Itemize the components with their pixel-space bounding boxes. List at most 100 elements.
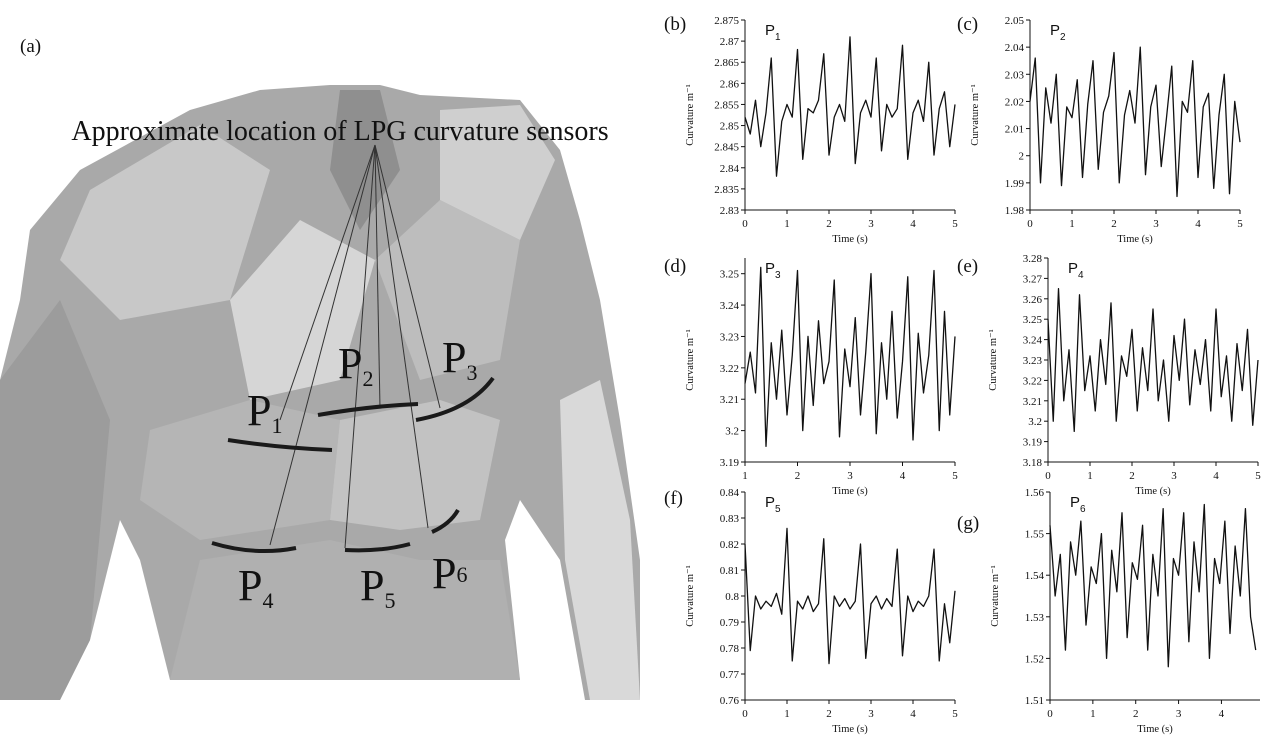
chart-title: P1	[765, 22, 781, 43]
title-sub: 5	[775, 504, 781, 515]
sensor-labels: P1 P2 P3 P4 P5 P6	[238, 333, 477, 613]
title-letter: P	[765, 260, 775, 277]
y-axis-label: Curvature m⁻¹	[685, 329, 696, 390]
x-axis-label: Time (s)	[1117, 234, 1153, 245]
y-tick-label: 2.835	[714, 184, 739, 196]
x-tick-label: 4	[910, 218, 916, 230]
y-tick-label: 0.81	[720, 565, 739, 577]
x-axis-label: Time (s)	[1135, 486, 1171, 497]
y-tick-label: 1.56	[1025, 487, 1045, 499]
x-axis-label: Time (s)	[832, 724, 868, 735]
y-tick-label: 2.03	[1005, 69, 1025, 81]
data-line	[744, 36, 956, 177]
sensor-letter: P	[432, 549, 456, 598]
leader-line	[374, 144, 429, 529]
panel-label: (b)	[664, 14, 686, 35]
y-tick-label: 2.05	[1005, 15, 1025, 27]
leader-line	[374, 144, 441, 409]
y-tick-label: 2.83	[720, 205, 740, 217]
x-tick-label: 4	[1195, 218, 1201, 230]
x-tick-label: 1	[784, 708, 790, 720]
y-tick-label: 1.52	[1025, 653, 1044, 665]
x-tick-label: 0	[742, 708, 748, 720]
x-tick-label: 4	[910, 708, 916, 720]
y-tick-label: 0.76	[720, 695, 740, 707]
x-tick-label: 2	[795, 470, 801, 482]
data-line	[1029, 46, 1241, 198]
sensor-letter: P	[360, 561, 384, 610]
chart-title: P4	[1068, 260, 1084, 281]
sensor-label: P5	[360, 561, 395, 613]
y-tick-label: 3.25	[720, 269, 740, 281]
torso-illustration	[0, 85, 640, 700]
x-tick-label: 5	[952, 708, 958, 720]
sensor-label: P4	[238, 561, 273, 613]
y-axis-label: Curvature m⁻¹	[685, 565, 696, 626]
y-tick-label: 0.84	[720, 487, 740, 499]
sensor-label: P3	[442, 333, 477, 385]
y-tick-label: 0.78	[720, 643, 740, 655]
x-tick-label: 3	[868, 218, 874, 230]
y-tick-label: 0.79	[720, 617, 740, 629]
y-tick-label: 3.24	[1023, 335, 1043, 347]
sensor-arcs	[211, 376, 495, 554]
x-tick-label: 3	[847, 470, 853, 482]
y-axis-label: Curvature m⁻¹	[988, 329, 999, 390]
title-sub: 4	[1078, 270, 1084, 281]
x-tick-label: 4	[900, 470, 906, 482]
facet	[440, 105, 555, 240]
x-tick-label: 3	[868, 708, 874, 720]
x-tick-label: 2	[826, 218, 832, 230]
x-tick-label: 5	[952, 218, 958, 230]
y-axis-label: Curvature m⁻¹	[685, 84, 696, 145]
y-tick-label: 3.19	[1023, 437, 1043, 449]
x-tick-label: 4	[1219, 708, 1225, 720]
y-tick-label: 3.22	[1023, 375, 1042, 387]
y-tick-label: 3.28	[1023, 253, 1043, 265]
title-letter: P	[1070, 494, 1080, 511]
y-tick-label: 0.77	[720, 669, 740, 681]
y-tick-label: 3.19	[720, 457, 740, 469]
line-chart: 3.19 3.2 3.21 3.22 3.23 3.24 3.25 1 2 3 4 5 Time (s)…	[664, 256, 958, 497]
y-tick-label: 2.875	[714, 15, 739, 27]
x-tick-label: 5	[1255, 470, 1261, 482]
y-tick-label: 0.83	[720, 513, 740, 525]
x-axis-label: Time (s)	[832, 234, 868, 245]
y-tick-label: 3.24	[720, 300, 740, 312]
facet	[330, 90, 400, 230]
sensor-sub: 4	[262, 588, 273, 613]
x-tick-label: 3	[1153, 218, 1159, 230]
title-sub: 6	[1080, 504, 1086, 515]
sensor-letter: P	[442, 333, 466, 382]
y-tick-label: 2.01	[1005, 124, 1024, 136]
sensor-arc	[317, 402, 419, 417]
y-tick-label: 2.84	[720, 163, 740, 175]
x-tick-label: 1	[1087, 470, 1093, 482]
y-tick-label: 3.2	[725, 426, 739, 438]
x-tick-label: 2	[1111, 218, 1117, 230]
y-tick-label: 2.85	[720, 121, 740, 133]
x-tick-label: 2	[1129, 470, 1135, 482]
y-axis-label: Curvature m⁻¹	[990, 565, 1001, 626]
title-letter: P	[1050, 22, 1060, 39]
x-tick-label: 0	[1047, 708, 1053, 720]
y-tick-label: 3.23	[720, 331, 740, 343]
y-tick-label: 2.86	[720, 78, 740, 90]
y-tick-label: 1.51	[1025, 695, 1044, 707]
facet	[375, 200, 520, 380]
leader-line	[374, 144, 381, 409]
leader-line	[269, 144, 376, 546]
x-tick-label: 3	[1171, 470, 1177, 482]
sensor-sub: 2	[362, 366, 373, 391]
y-tick-label: 2.855	[714, 99, 739, 111]
x-tick-label: 2	[1133, 708, 1139, 720]
title-sub: 1	[775, 32, 781, 43]
leader-line	[344, 144, 376, 549]
panel-label: (c)	[957, 14, 978, 35]
y-tick-label: 3.26	[1023, 294, 1043, 306]
x-tick-label: 0	[742, 218, 748, 230]
panel-label: (e)	[957, 256, 978, 277]
x-tick-label: 2	[826, 708, 832, 720]
x-tick-label: 5	[952, 470, 958, 482]
